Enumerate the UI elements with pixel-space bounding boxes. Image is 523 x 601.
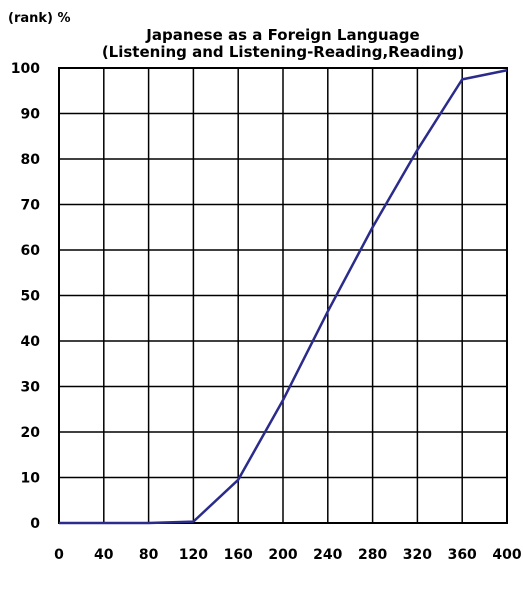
x-tick-label: 80 — [139, 547, 159, 563]
x-tick-label: 240 — [313, 547, 342, 563]
series-group — [59, 69, 508, 525]
y-tick-label: 70 — [21, 198, 41, 214]
chart-title-line-1: Japanese as a Foreign Language — [145, 26, 419, 44]
x-tick-label: 200 — [268, 547, 297, 563]
y-tick-label: 50 — [21, 289, 41, 305]
x-tick-label: 280 — [358, 547, 387, 563]
x-tick-label: 400 — [492, 547, 521, 563]
y-axis-label: (rank) % — [8, 11, 71, 26]
y-tick-labels: 0 10 20 30 40 50 60 70 80 90 100 — [11, 61, 40, 532]
chart-title-line-2: (Listening and Listening-Reading,Reading… — [102, 43, 464, 61]
y-tick-label: 60 — [21, 243, 41, 259]
y-tick-label: 80 — [21, 152, 41, 168]
y-tick-label: 30 — [21, 380, 41, 396]
y-tick-label: 90 — [21, 107, 41, 123]
plot-frame — [58, 67, 508, 524]
x-tick-label: 360 — [448, 547, 477, 563]
x-tick-label: 160 — [224, 547, 253, 563]
x-tick-label: 40 — [94, 547, 114, 563]
y-tick-label: 20 — [21, 425, 41, 441]
x-tick-label: 320 — [403, 547, 432, 563]
y-tick-label: 100 — [11, 61, 40, 77]
x-tick-labels: 0 40 80 120 160 200 240 280 320 360 400 — [54, 547, 522, 563]
y-tick-label: 40 — [21, 334, 41, 350]
x-tick-label: 0 — [54, 547, 64, 563]
y-tick-label: 0 — [30, 516, 40, 532]
x-tick-label: 120 — [179, 547, 208, 563]
plot-grid — [58, 67, 508, 524]
y-tick-label: 10 — [21, 471, 41, 487]
series-line-0 — [59, 69, 508, 525]
